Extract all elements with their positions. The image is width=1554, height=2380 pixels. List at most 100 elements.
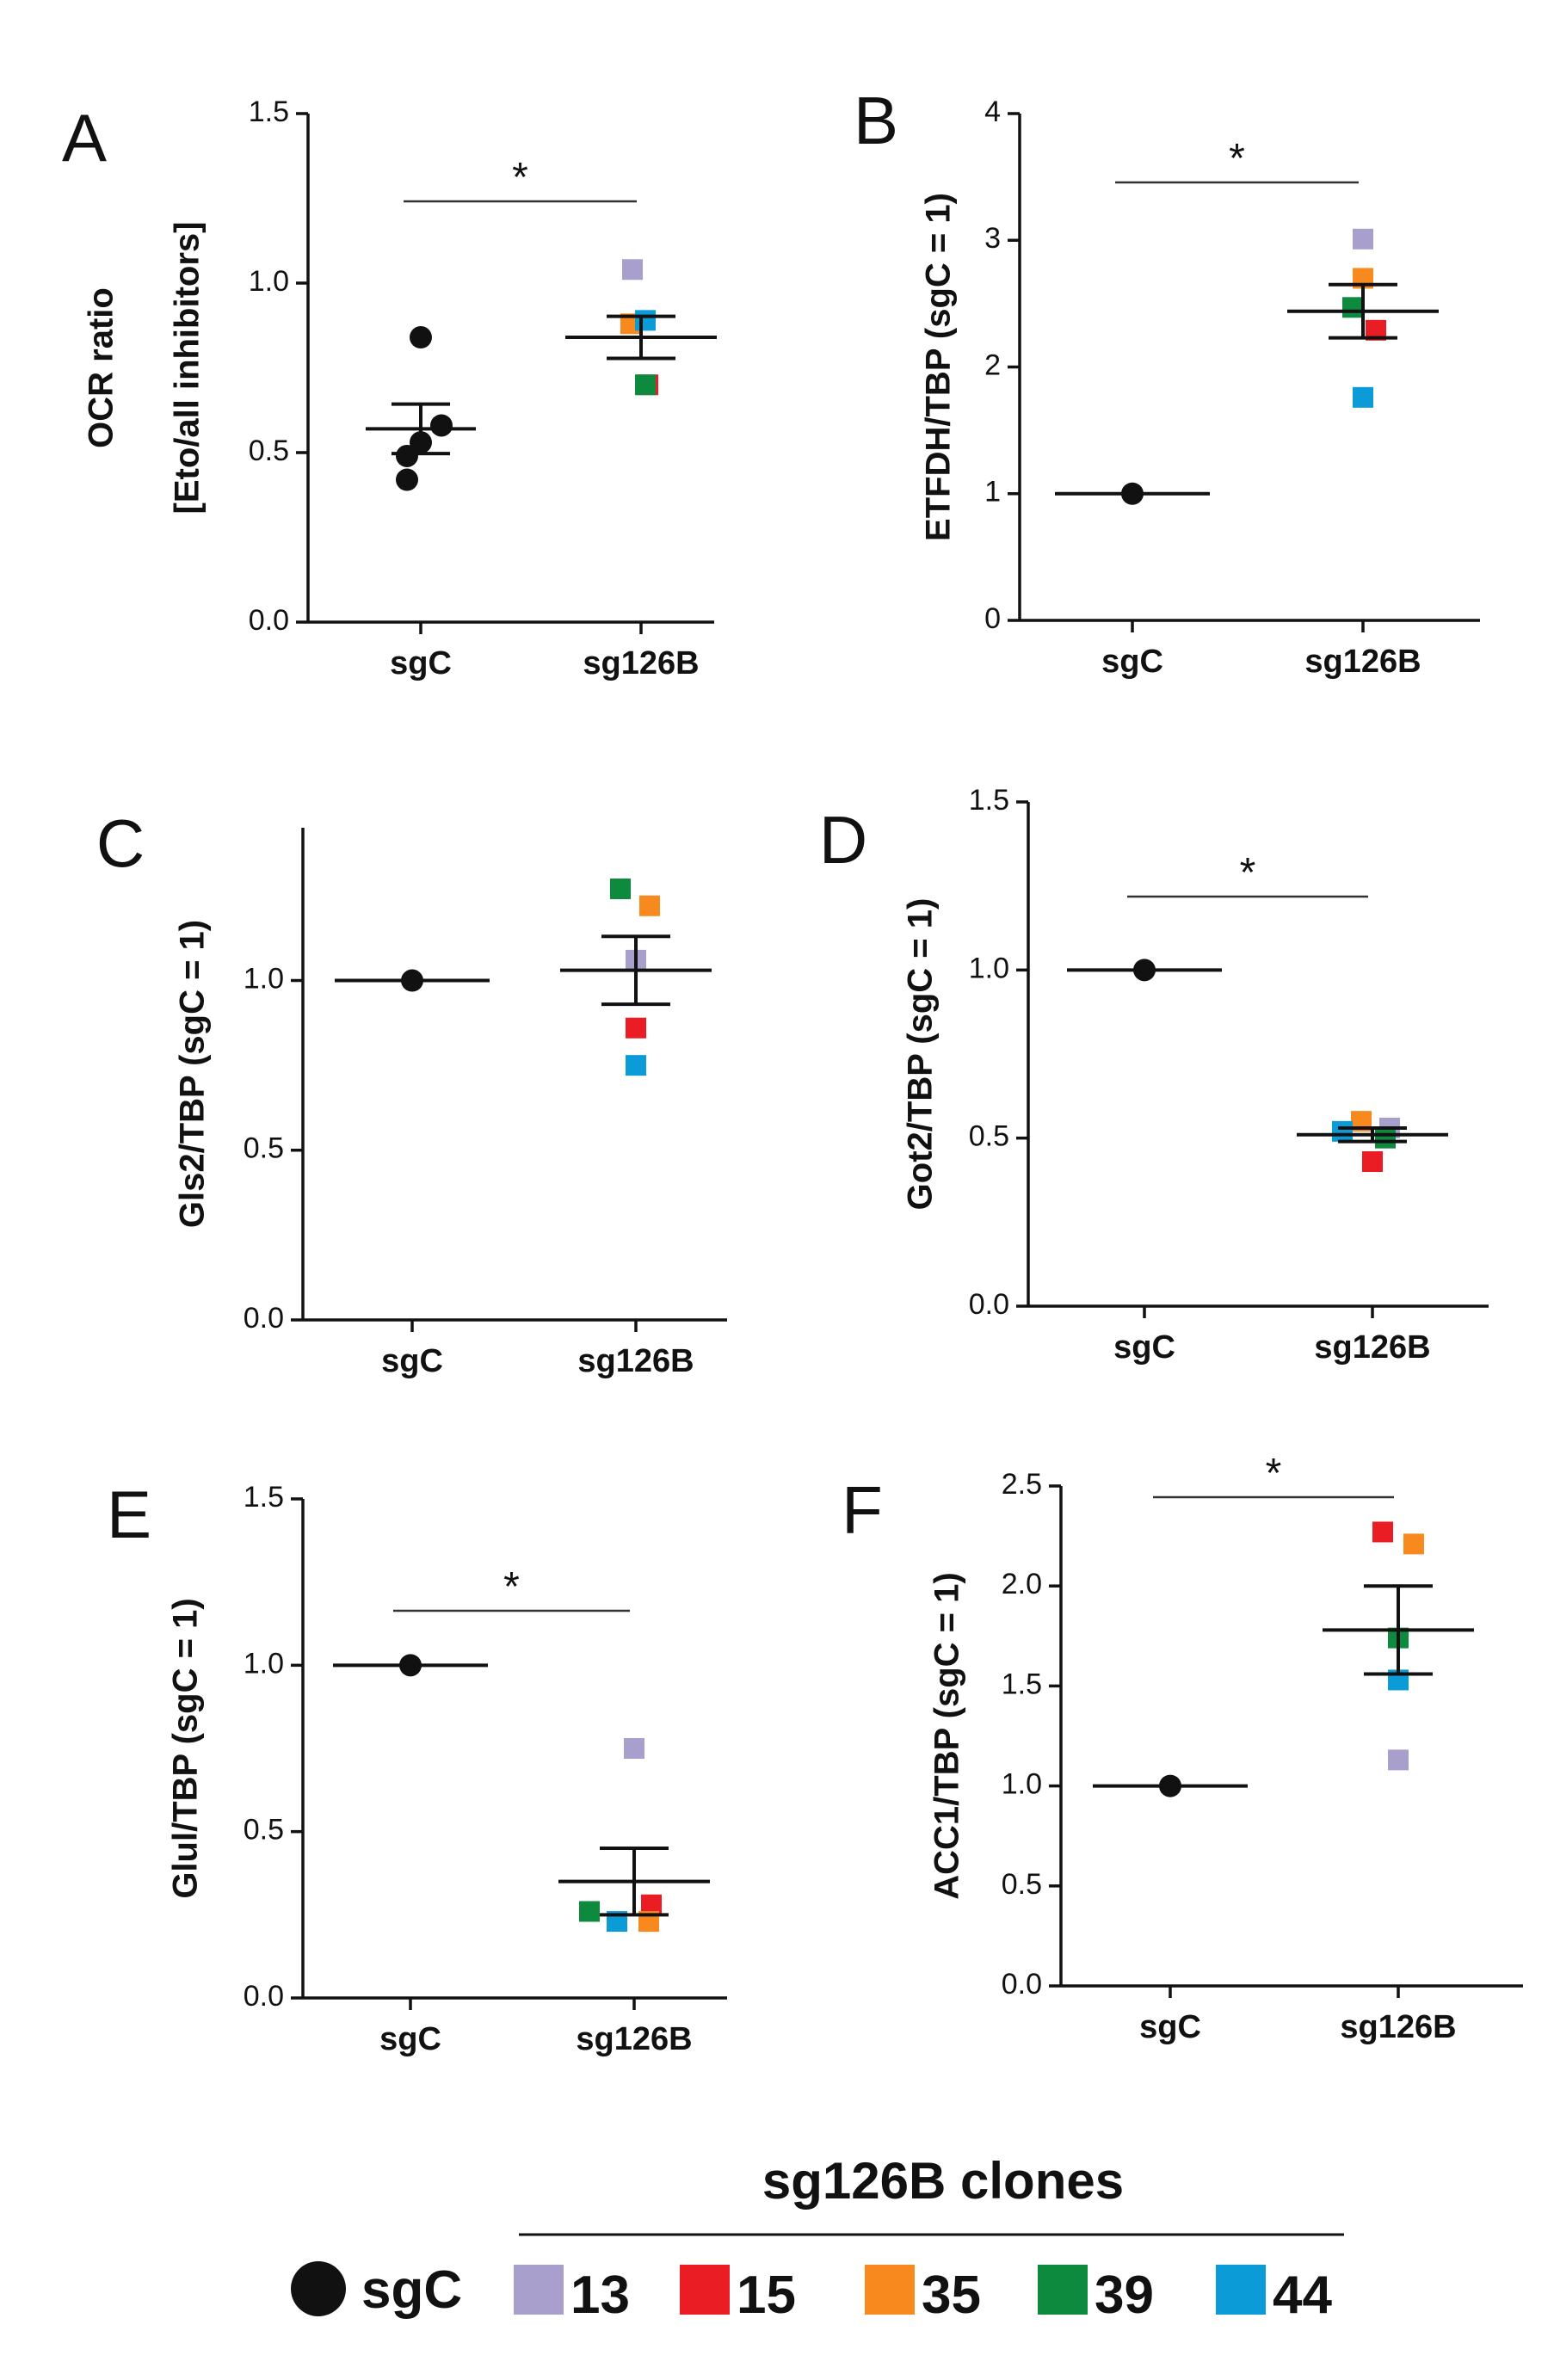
- panel-b: B 0 1 2 3 4 sgC sg126B ETFDH/TBP (sgC = 1) *: [854, 83, 1480, 680]
- legend-clone-13-label: 13: [570, 2266, 630, 2325]
- panel-letter: A: [62, 100, 107, 176]
- clone-35-point: [1403, 1533, 1424, 1555]
- legend-clone-35-swatch: [865, 2265, 915, 2315]
- y-tick-label: 0.5: [244, 1814, 284, 1847]
- legend-sgc-label: sgC: [361, 2260, 462, 2320]
- y-tick-label: 1.5: [969, 784, 1009, 817]
- y-axis-label: ETFDH/TBP (sgC = 1): [920, 193, 958, 541]
- clone-13-point: [1353, 228, 1373, 250]
- y-tick-label: 0.5: [244, 1132, 284, 1165]
- x-tick-label: sg126B: [577, 1343, 694, 1379]
- legend-clone-44-label: 44: [1273, 2266, 1332, 2325]
- y-tick-label: 0.5: [249, 435, 289, 467]
- panel-letter: D: [819, 802, 867, 878]
- y-tick-label: 1.0: [1002, 1768, 1042, 1801]
- sgc-point: [430, 414, 453, 437]
- y-tick-label: 0.0: [1002, 1968, 1042, 2001]
- y-tick-label: 0.0: [969, 1288, 1009, 1321]
- clone-44-point: [1332, 1120, 1353, 1142]
- y-tick-label: 0.0: [244, 1980, 284, 2013]
- y-tick-label: 0.0: [249, 604, 289, 637]
- y-axis-label: OCR ratio: [83, 287, 120, 448]
- clone-39-point: [579, 1901, 600, 1922]
- clone-15-point: [626, 1017, 646, 1039]
- x-tick-label: sgC: [1139, 2009, 1201, 2045]
- panel-a: A 0.0 0.5 1.0 1.5 sgC sg126B OCR ratio [Eto/all …: [62, 96, 717, 681]
- clone-13-point: [1388, 1749, 1409, 1771]
- sgc-point: [410, 326, 432, 349]
- y-tick-label: 1.0: [244, 1647, 284, 1680]
- y-axis-label: [Eto/all inhibitors]: [169, 222, 207, 515]
- clone-39-point: [610, 879, 631, 900]
- legend: sg126B clones sgC 13 15 35 39 44: [291, 2152, 1344, 2325]
- legend-title: sg126B clones: [762, 2152, 1124, 2210]
- panel-letter: B: [854, 83, 898, 158]
- x-tick-label: sg126B: [576, 2021, 692, 2057]
- clone-35-point: [639, 895, 660, 916]
- y-tick-label: 1.5: [1002, 1668, 1042, 1700]
- x-tick-label: sgC: [1113, 1329, 1175, 1366]
- clone-39-point: [1375, 1127, 1396, 1149]
- y-tick-label: 0.5: [1002, 1868, 1042, 1901]
- y-tick-label: 0: [984, 602, 1001, 635]
- y-axis-label: Glul/TBP (sgC = 1): [167, 1598, 205, 1898]
- panel-letter: C: [96, 805, 145, 881]
- significance-star: *: [503, 1564, 520, 1610]
- clone-39-point: [635, 374, 656, 396]
- significance-star: *: [512, 155, 528, 200]
- panel-f: F 0.0 0.5 1.0 1.5 2.0 2.5 sgC sg126B ACC1/TBP (sg…: [842, 1451, 1523, 2045]
- x-tick-label: sgC: [390, 645, 452, 681]
- significance-star: *: [1229, 136, 1245, 182]
- y-tick-label: 1.0: [249, 265, 289, 298]
- clone-15-point: [1362, 1151, 1383, 1173]
- clone-15-point: [1372, 1521, 1393, 1543]
- sgc-point: [396, 444, 418, 467]
- legend-clone-15-swatch: [680, 2265, 730, 2315]
- y-tick-label: 4: [984, 96, 1001, 128]
- x-tick-label: sgC: [379, 2021, 441, 2057]
- panel-e: E 0.0 0.5 1.0 1.5 sgC sg126B Glul/TBP (sgC = 1)…: [107, 1477, 727, 2057]
- sgc-point: [396, 468, 418, 491]
- y-tick-label: 0.0: [244, 1302, 284, 1335]
- y-tick-label: 3: [984, 222, 1001, 255]
- y-tick-label: 2: [984, 348, 1001, 381]
- legend-clone-13-swatch: [514, 2265, 564, 2315]
- clone-39-point: [1342, 297, 1363, 318]
- clone-44-point: [1353, 386, 1373, 408]
- panel-letter: E: [107, 1477, 151, 1552]
- y-axis-label: ACC1/TBP (sgC = 1): [928, 1572, 966, 1899]
- x-tick-label: sg126B: [1314, 1329, 1430, 1366]
- legend-clone-15-label: 15: [737, 2266, 796, 2325]
- y-tick-label: 2.0: [1002, 1568, 1042, 1600]
- y-tick-label: 2.5: [1002, 1468, 1042, 1501]
- x-tick-label: sg126B: [1340, 2009, 1456, 2045]
- x-tick-label: sg126B: [583, 645, 699, 681]
- clone-13-point: [624, 1738, 644, 1759]
- clone-44-point: [635, 310, 656, 331]
- clone-13-point: [622, 259, 643, 281]
- significance-star: *: [1240, 850, 1256, 896]
- y-tick-label: 1.5: [249, 96, 289, 128]
- y-tick-label: 1.5: [244, 1481, 284, 1514]
- legend-clone-44-swatch: [1216, 2265, 1266, 2315]
- x-tick-label: sg126B: [1304, 644, 1421, 680]
- legend-clone-35-label: 35: [922, 2266, 981, 2325]
- y-tick-label: 1: [984, 476, 1001, 509]
- x-tick-label: sgC: [1101, 644, 1163, 680]
- legend-clone-39-label: 39: [1095, 2266, 1154, 2325]
- y-tick-label: 0.5: [969, 1120, 1009, 1153]
- x-tick-label: sgC: [381, 1343, 443, 1379]
- panel-d: D 0.0 0.5 1.0 1.5 sgC sg126B Got2/TBP (sgC = 1)…: [819, 784, 1489, 1366]
- y-tick-label: 1.0: [969, 952, 1009, 984]
- significance-star: *: [1266, 1451, 1282, 1496]
- clone-44-point: [626, 1055, 646, 1076]
- y-axis-label: Got2/TBP (sgC = 1): [902, 898, 940, 1211]
- y-tick-label: 1.0: [244, 963, 284, 996]
- y-axis-label: Gls2/TBP (sgC = 1): [174, 920, 212, 1228]
- panel-letter: F: [842, 1472, 883, 1548]
- panel-c: C 0.0 0.5 1.0 sgC sg126B Gls2/TBP (sgC = 1): [96, 805, 727, 1379]
- legend-sgc-marker: [291, 2261, 346, 2316]
- legend-clone-39-swatch: [1038, 2265, 1088, 2315]
